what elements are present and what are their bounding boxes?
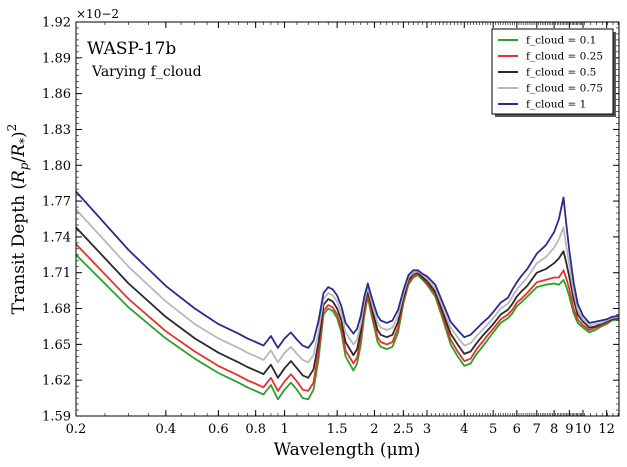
legend-label-4: f_cloud = 1	[526, 99, 586, 111]
legend-label-1: f_cloud = 0.25	[526, 51, 603, 63]
x-axis-ticks: 0.2 0.4 0.6 0.8 1 1.5 2 2.5 3 4 5 6 7 8 9 10 12	[66, 22, 619, 437]
y-tick-label: 1.68	[42, 302, 71, 317]
y-tick-label: 1.74	[42, 230, 71, 245]
y-tick-label: 1.89	[42, 51, 71, 66]
legend-label-2: f_cloud = 0.5	[526, 67, 596, 79]
x-tick-label: 3	[423, 422, 431, 437]
x-tick-label: 10	[575, 422, 592, 437]
x-axis-label: Wavelength (μm)	[274, 440, 421, 460]
y-axis-ticks: 1.59 1.62 1.65 1.68 1.71 1.74 1.77 1.80 1.83 1.86…	[42, 16, 619, 425]
x-tick-label: 8	[550, 422, 558, 437]
x-tick-label: 0.8	[245, 422, 266, 437]
x-tick-label: 1.5	[327, 422, 348, 437]
y-tick-label: 1.80	[42, 159, 71, 174]
x-tick-label: 0.4	[155, 422, 176, 437]
x-tick-label: 2.5	[393, 422, 414, 437]
y-tick-label: 1.71	[42, 266, 71, 281]
annotation-subtitle: Varying f_cloud	[91, 64, 202, 80]
x-tick-label: 1	[280, 422, 288, 437]
series-line-3	[75, 208, 620, 364]
y-tick-label: 1.59	[42, 410, 71, 425]
y-tick-label: 1.77	[42, 195, 71, 210]
x-tick-label: 9	[565, 422, 573, 437]
y-tick-label: 1.62	[42, 374, 71, 389]
y-tick-label: 1.92	[42, 16, 71, 31]
legend-label-0: f_cloud = 0.1	[526, 35, 596, 47]
x-tick-label: 7	[533, 422, 541, 437]
x-tick-label: 2	[370, 422, 378, 437]
y-exponent-label: ×10−2	[76, 7, 119, 21]
legend-items: f_cloud = 0.1 f_cloud = 0.25 f_cloud = 0.5…	[498, 35, 603, 111]
x-tick-label: 5	[489, 422, 497, 437]
series-layer	[75, 190, 620, 401]
series-line-4	[75, 190, 620, 349]
legend-label-3: f_cloud = 0.75	[526, 83, 603, 95]
x-tick-label: 6	[513, 422, 521, 437]
y-axis-label: Transit Depth (Rp/R*)2	[5, 124, 31, 315]
svg-text:Transit Depth (Rp/R*)2: Transit Depth (Rp/R*)2	[5, 124, 31, 315]
legend: f_cloud = 0.1 f_cloud = 0.25 f_cloud = 0.5…	[491, 28, 616, 117]
y-tick-label: 1.83	[42, 123, 71, 138]
y-tick-label: 1.65	[42, 338, 71, 353]
x-tick-label: 0.6	[208, 422, 229, 437]
x-tick-label: 4	[460, 422, 468, 437]
x-tick-label: 12	[598, 422, 615, 437]
y-tick-label: 1.86	[42, 87, 71, 102]
x-tick-label: 0.2	[66, 422, 87, 437]
annotation-title: WASP-17b	[87, 39, 176, 59]
